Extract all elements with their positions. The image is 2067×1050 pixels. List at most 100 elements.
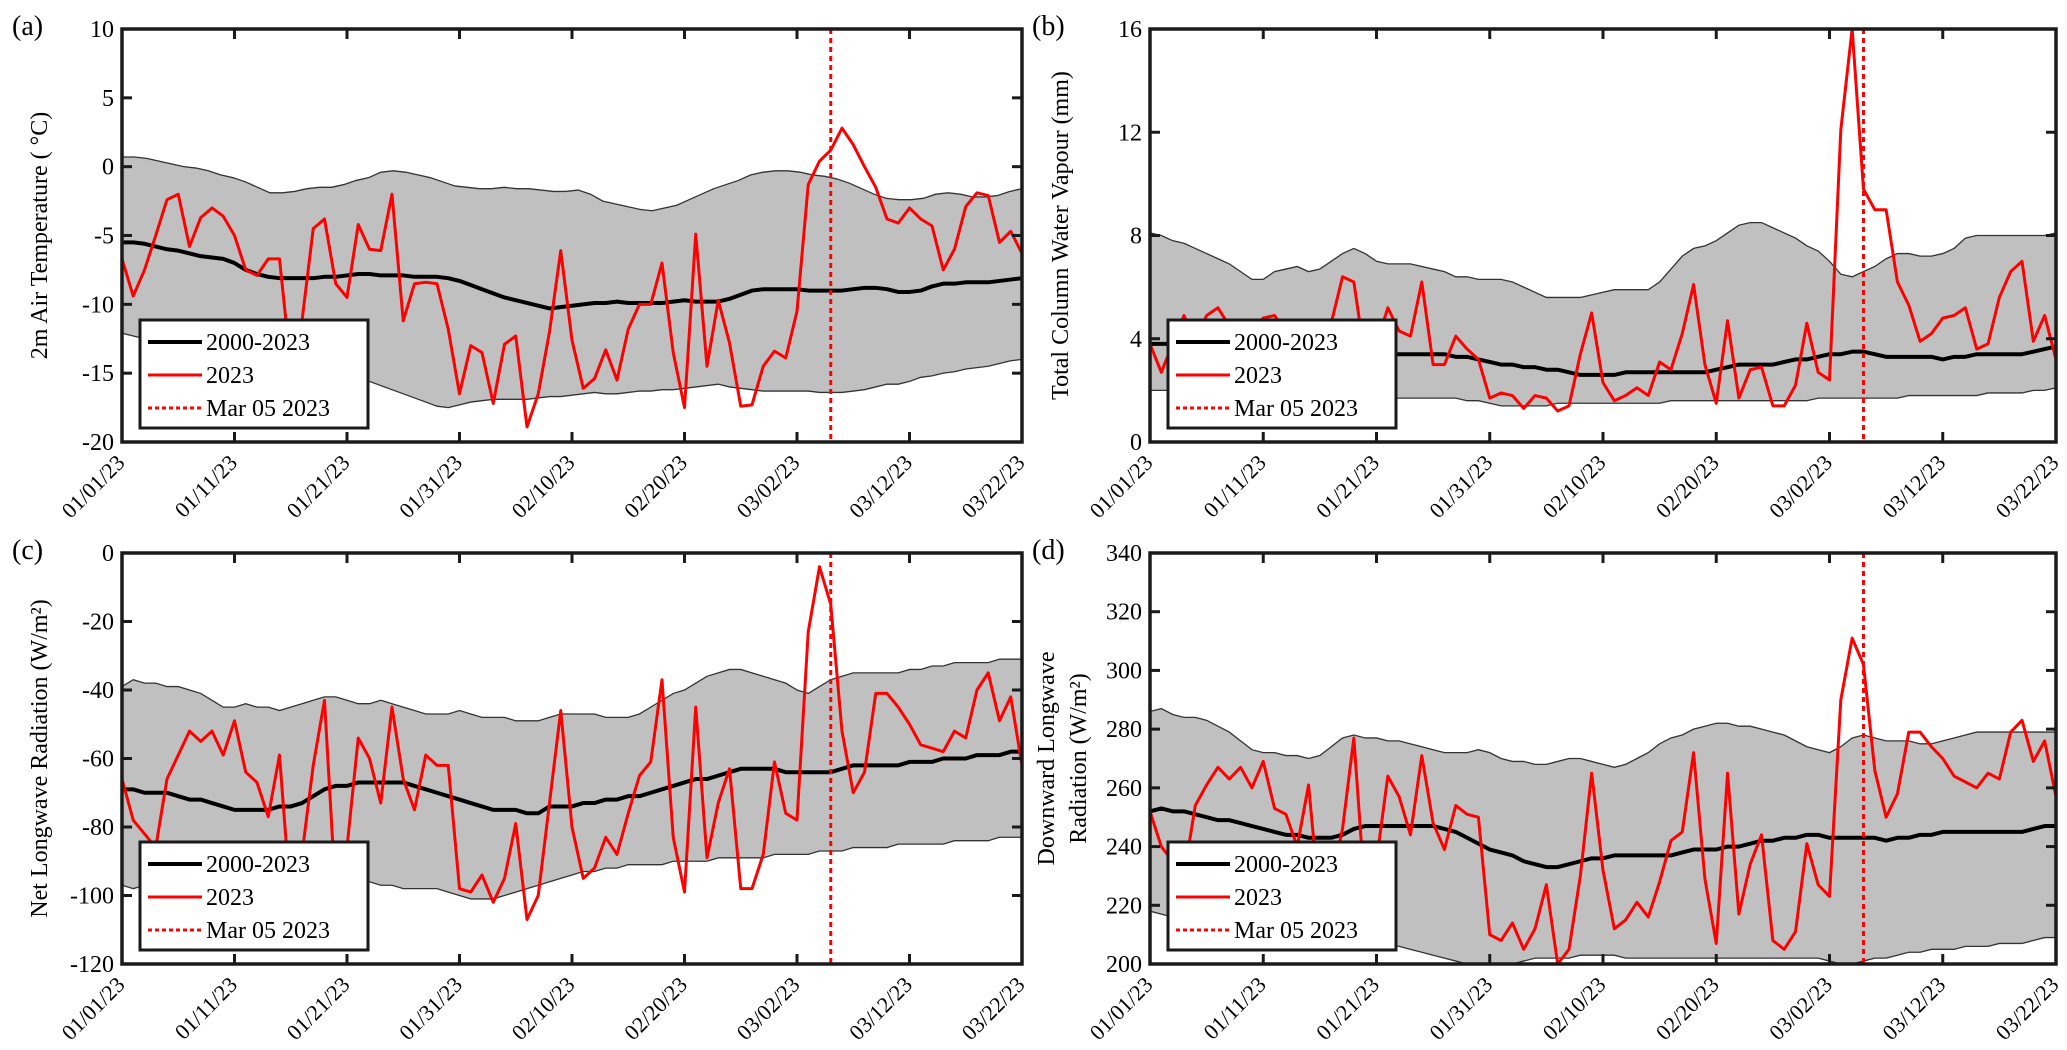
panel-d: 01/01/23 01/11/23 01/21/23 01/31/23 02/10/23… xyxy=(1032,535,2064,1045)
x-tick-label: 01/11/23 xyxy=(1198,450,1270,522)
x-tick-label: 01/01/23 xyxy=(57,450,130,523)
x-tick-label: 01/31/23 xyxy=(394,450,467,523)
legend-label: Mar 05 2023 xyxy=(1234,396,1358,422)
x-tick-label: 03/22/23 xyxy=(957,450,1030,523)
series-2000-2023-line xyxy=(122,749,1022,816)
series-2023-line xyxy=(1150,636,2056,964)
y-tick-label: 0 xyxy=(1130,430,1142,456)
panel-label: (a) xyxy=(12,11,43,42)
y-tick-label: 8 xyxy=(1130,224,1142,250)
x-tick-label: 01/11/23 xyxy=(1198,972,1270,1044)
y-tick-label: 340 xyxy=(1106,541,1142,567)
panel-b: 01/01/23 01/11/23 01/21/23 01/31/23 02/10/23… xyxy=(1032,11,2064,523)
series-2000-2023-line xyxy=(122,240,1022,311)
panel-label: (d) xyxy=(1032,535,1065,566)
y-axis-label: Net Longwave Radiation (W/m²) xyxy=(27,599,53,917)
y-tick-label: 200 xyxy=(1106,952,1142,978)
panel-label: (b) xyxy=(1032,11,1065,42)
x-tick-label: 03/12/23 xyxy=(1877,972,1950,1045)
x-tick-label: 02/10/23 xyxy=(1538,972,1611,1045)
y-tick-label: 220 xyxy=(1106,893,1142,919)
series-2023-line xyxy=(122,126,1022,429)
y-tick-label: 280 xyxy=(1106,717,1142,743)
y-tick-label: -60 xyxy=(82,747,114,773)
x-tick-label: 02/20/23 xyxy=(1651,972,1724,1045)
x-tick-label: 01/21/23 xyxy=(282,972,355,1045)
y-tick-label: 12 xyxy=(1118,120,1142,146)
x-tick-label: 01/31/23 xyxy=(1424,450,1497,523)
legend-label: 2023 xyxy=(206,363,254,389)
x-tick-label: 03/22/23 xyxy=(957,972,1030,1045)
x-tick-label: 01/11/23 xyxy=(170,972,242,1044)
x-tick-label: 03/02/23 xyxy=(732,450,805,523)
legend-box xyxy=(1166,840,1398,952)
x-tick-label: 01/21/23 xyxy=(282,450,355,523)
y-tick-label: 5 xyxy=(102,86,114,112)
y-axis-label: Total Column Water Vapour (mm) xyxy=(1048,71,1074,400)
y-tick-label: -15 xyxy=(82,361,114,387)
panel-c: 01/01/23 01/11/23 01/21/23 01/31/23 02/10/23… xyxy=(12,535,1030,1045)
x-tick-label: 03/02/23 xyxy=(732,972,805,1045)
x-tick-label: 03/22/23 xyxy=(1991,972,2064,1045)
y-tick-label: -120 xyxy=(70,952,114,978)
plot-area xyxy=(122,553,1022,964)
x-tick-label: 01/01/23 xyxy=(57,972,130,1045)
y-tick-label: 16 xyxy=(1118,17,1142,43)
x-tick-label: 02/10/23 xyxy=(507,450,580,523)
x-tick-label: 01/31/23 xyxy=(394,972,467,1045)
legend-label: Mar 05 2023 xyxy=(1234,918,1358,944)
y-tick-label: -20 xyxy=(82,610,114,636)
x-tick-label: 03/12/23 xyxy=(1877,450,1950,523)
band-upper-edge xyxy=(1150,221,2056,299)
legend-label: 2000-2023 xyxy=(1234,852,1338,878)
x-tick-label: 01/11/23 xyxy=(170,450,242,522)
legend-label: Mar 05 2023 xyxy=(206,396,330,422)
band-upper-edge xyxy=(122,156,1022,212)
x-tick-label: 02/20/23 xyxy=(1651,450,1724,523)
legend-label: 2000-2023 xyxy=(1234,330,1338,356)
x-tick-label: 01/01/23 xyxy=(1085,972,1158,1045)
y-tick-label: 0 xyxy=(102,155,114,181)
y-tick-label: 4 xyxy=(1130,327,1142,353)
x-tick-label: 02/20/23 xyxy=(619,972,692,1045)
x-tick-label: 03/02/23 xyxy=(1764,972,1837,1045)
band-upper-edge xyxy=(1150,707,2056,768)
y-tick-label: -80 xyxy=(82,815,114,841)
legend-label: 2023 xyxy=(1234,885,1282,911)
band-upper-edge xyxy=(122,658,1022,722)
x-tick-label: 02/10/23 xyxy=(1538,450,1611,523)
x-tick-label: 02/10/23 xyxy=(507,972,580,1045)
y-tick-label: -20 xyxy=(82,430,114,456)
x-tick-label: 02/20/23 xyxy=(619,450,692,523)
y-tick-label: 300 xyxy=(1106,658,1142,684)
x-tick-label: 03/22/23 xyxy=(1991,450,2064,523)
y-axis-label: 2m Air Temperature ( °C) xyxy=(27,112,53,359)
x-tick-label: 01/01/23 xyxy=(1085,450,1158,523)
x-tick-label: 03/12/23 xyxy=(844,972,917,1045)
y-axis-label-line2: Radiation (W/m²) xyxy=(1066,673,1092,843)
x-tick-label: 03/12/23 xyxy=(844,450,917,523)
legend-label: 2000-2023 xyxy=(206,330,310,356)
y-tick-label: 10 xyxy=(90,17,114,43)
y-tick-label: 320 xyxy=(1106,600,1142,626)
y-tick-label: -40 xyxy=(82,678,114,704)
legend-label: 2000-2023 xyxy=(206,852,310,878)
panel-a: 01/01/23 01/11/23 01/21/23 01/31/23 02/10/23… xyxy=(12,11,1030,523)
legend-label: 2023 xyxy=(206,885,254,911)
y-tick-label: 0 xyxy=(102,541,114,567)
y-tick-label: -5 xyxy=(94,224,114,250)
y-axis-label: Downward Longwave xyxy=(1034,652,1060,866)
legend: 2000-2023 2023 Mar 05 2023 xyxy=(138,840,370,952)
x-tick-label: 01/31/23 xyxy=(1424,972,1497,1045)
x-tick-label: 03/02/23 xyxy=(1764,450,1837,523)
y-tick-label: 240 xyxy=(1106,835,1142,861)
x-tick-label: 01/21/23 xyxy=(1311,450,1384,523)
legend: 2000-2023 2023 Mar 05 2023 xyxy=(1166,840,1398,952)
legend: 2000-2023 2023 Mar 05 2023 xyxy=(1166,318,1398,430)
y-tick-label: 260 xyxy=(1106,776,1142,802)
series-2023-line xyxy=(122,565,1022,921)
legend-label: Mar 05 2023 xyxy=(206,918,330,944)
legend-label: 2023 xyxy=(1234,363,1282,389)
x-tick-label: 01/21/23 xyxy=(1311,972,1384,1045)
